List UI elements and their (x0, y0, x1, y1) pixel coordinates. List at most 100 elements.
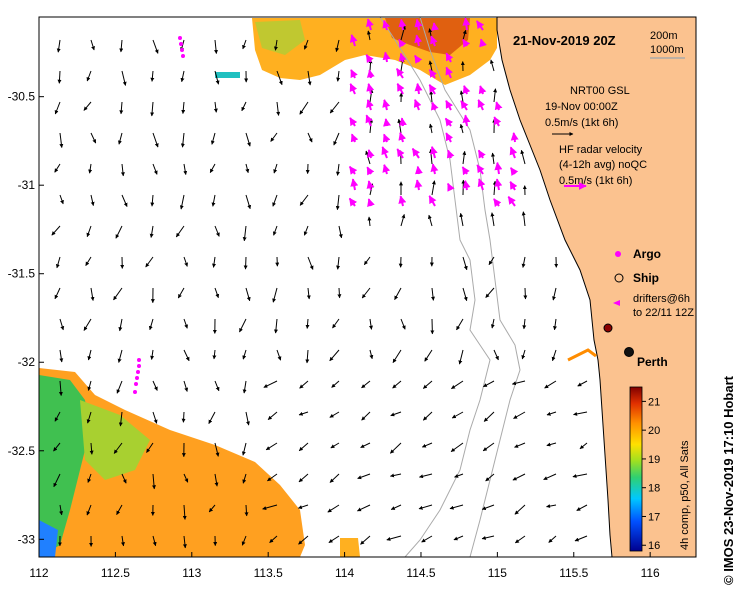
gsl-arrow (427, 214, 433, 227)
hf-radar-arrow (396, 82, 405, 95)
colorbar: 21 20 19 18 17 16 4h comp, p50, All Sats (629, 386, 691, 552)
gsl-arrow (299, 194, 309, 206)
gsl-arrow (422, 411, 433, 421)
gsl-arrow (149, 225, 154, 238)
gsl-arrow (88, 163, 93, 174)
gsl-arrow-field (51, 25, 588, 549)
hf-scale: 0.5m/s (1kt 6h) (559, 175, 632, 187)
hf-radar-arrow (430, 101, 439, 111)
gsl-arrow (152, 535, 157, 547)
gsl-arrow (298, 442, 309, 452)
hf-radar-arrow (494, 178, 503, 191)
gsl-arrow (113, 442, 123, 454)
gsl-arrow (369, 318, 373, 330)
gsl-arrow (51, 225, 61, 236)
hf-radar-arrow (428, 195, 437, 207)
gsl-arrow (390, 411, 402, 417)
legend: NRT00 GSL 19-Nov 00:00Z 0.5m/s (1kt 6h) … (545, 85, 694, 369)
hf-radar-arrow (444, 117, 454, 127)
gsl-arrow (53, 473, 61, 488)
gsl-arrow (183, 318, 188, 329)
gsl-arrow (521, 256, 526, 268)
y-tick-label: -31 (18, 178, 36, 192)
hf-radar-arrow (494, 101, 503, 111)
gsl-arrow (329, 101, 340, 114)
gsl-arrow (577, 380, 588, 387)
gsl-arrow (59, 504, 64, 516)
gsl-arrow (462, 287, 468, 302)
gsl-arrow (245, 194, 252, 210)
colorbar-tick-label: 20 (648, 425, 660, 437)
gsl-arrow (118, 318, 123, 332)
hf-radar-arrow (477, 99, 486, 111)
gsl-arrow (449, 504, 464, 510)
gsl-arrow (421, 442, 433, 448)
gsl-arrow (329, 349, 340, 362)
gsl-arrow (572, 473, 588, 478)
gsl-arrow (57, 70, 62, 84)
gsl-arrow (551, 349, 557, 362)
gsl-arrow (546, 411, 557, 416)
hf-radar-arrow (398, 195, 407, 207)
gsl-arrow (424, 349, 433, 362)
plot-frame (38, 16, 697, 558)
sst-layer (39, 18, 497, 557)
hf-radar-arrow (429, 146, 438, 159)
gsl-arrow (59, 349, 64, 363)
hf-radar-arrow (349, 83, 358, 95)
gsl-arrow (53, 442, 61, 452)
hf-radar-arrow (462, 180, 471, 191)
hf-radar-arrow (510, 132, 519, 143)
gsl-arrow (242, 349, 247, 360)
gsl-arrow (336, 256, 341, 270)
gsl-arrow (462, 150, 467, 165)
hf-radar-arrow (445, 99, 453, 111)
hf-radar-arrow (445, 52, 454, 63)
land-mass (496, 17, 696, 557)
gsl-arrow (488, 256, 495, 266)
colorbar-tick-label: 17 (648, 511, 660, 523)
gsl-arrow (151, 473, 156, 490)
gsl-arrow (59, 132, 64, 148)
gsl-arrow (54, 287, 61, 300)
gsl-arrow (361, 380, 371, 389)
gsl-arrow (329, 473, 340, 483)
hf-label: HF radar velocity (559, 144, 643, 156)
gsl-arrow (121, 70, 127, 86)
gsl-arrow (574, 535, 588, 542)
gsl-arrow (431, 287, 435, 301)
gsl-arrow (245, 411, 250, 426)
gsl-arrow (521, 211, 526, 227)
gsl-arrow (121, 473, 127, 484)
gsl-arrow (428, 123, 433, 134)
hf-radar-arrow (367, 198, 375, 208)
hf-radar-arrow (395, 68, 405, 79)
ship-label: Ship (633, 271, 659, 285)
gsl-arrow (303, 39, 309, 50)
hf-radar-arrow (493, 198, 502, 208)
gsl-arrow (491, 152, 495, 165)
gsl-arrow (83, 101, 92, 111)
gsl-arrow (241, 442, 247, 456)
hf-radar-arrow (349, 34, 358, 47)
y-tick-label: -31.5 (8, 267, 36, 281)
hf-radar-arrow (431, 22, 439, 31)
hf-radar-arrow (493, 116, 502, 127)
gsl-arrow (303, 225, 309, 236)
gsl-arrow (148, 318, 154, 331)
hf-radar-arrow (382, 133, 391, 143)
hf-radar-arrow (350, 69, 358, 79)
y-axis-ticks: -30.5 -31 -31.5 -32 -32.5 -33 (8, 90, 44, 546)
hf-radar-arrow (382, 51, 391, 63)
gsl-arrow (299, 380, 309, 389)
gsl-arrow (245, 163, 250, 174)
gsl-arrow (579, 442, 588, 450)
x-tick-label: 115 (488, 566, 507, 580)
hf-radar-arrow (350, 178, 359, 191)
hf-radar-arrow (366, 18, 374, 31)
ship-icon (614, 273, 624, 283)
hf-radar-arrow (365, 54, 374, 64)
gsl-arrow (90, 194, 95, 206)
hf-radar-arrow (462, 38, 471, 48)
gsl-arrow (150, 101, 155, 117)
